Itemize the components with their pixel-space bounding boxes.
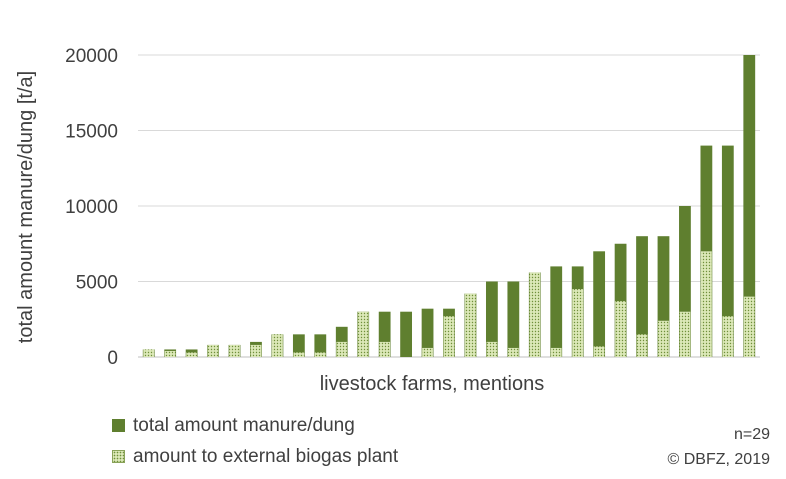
bar-biogas-amount <box>379 341 391 357</box>
bar-biogas-amount <box>679 311 691 357</box>
bar-biogas-amount <box>615 301 626 357</box>
y-tick-labels: 0 5000 10000 15000 20000 <box>65 46 118 369</box>
bar-total-amount <box>400 311 413 357</box>
bar-total-amount <box>550 266 563 357</box>
bar-biogas-amount <box>465 293 476 357</box>
bar-total-amount <box>421 308 434 357</box>
y-tick-label: 0 <box>107 348 118 369</box>
bar-total-amount <box>679 206 691 357</box>
bar-biogas-amount <box>529 272 541 357</box>
bar-biogas-amount <box>422 347 433 357</box>
bar-total-amount <box>721 145 734 357</box>
bar-biogas-amount <box>593 346 605 357</box>
legend-item-total: total amount manure/dung <box>112 410 398 441</box>
legend-label-total: total amount manure/dung <box>133 414 355 436</box>
bar-total-amount <box>292 334 305 357</box>
bar-biogas-amount <box>722 316 734 357</box>
bar-total-amount <box>614 243 627 357</box>
copyright-note: © DBFZ, 2019 <box>667 451 771 468</box>
sample-size-note: n=29 <box>733 426 770 443</box>
bar-biogas-amount <box>572 289 584 357</box>
bar-biogas-amount <box>486 341 498 357</box>
legend-swatch-total <box>112 419 125 432</box>
bar-total-amount <box>593 251 606 357</box>
y-axis-title: total amount manure/dung [t/a] <box>15 71 37 343</box>
bar-biogas-amount <box>293 352 305 357</box>
bar-biogas-amount <box>314 352 326 357</box>
bar-biogas-amount <box>164 350 176 357</box>
bar-biogas-amount <box>186 352 198 357</box>
bar-total-amount <box>485 281 498 357</box>
bar-total-amount <box>507 281 520 357</box>
bars <box>142 55 756 357</box>
bar-biogas-amount <box>207 344 219 357</box>
y-tick-label: 15000 <box>65 122 118 143</box>
bar-biogas-amount <box>658 320 669 357</box>
bar-total-amount <box>314 334 327 357</box>
bar-biogas-amount <box>507 347 519 357</box>
y-tick-label: 10000 <box>65 197 118 218</box>
bar-biogas-amount <box>743 296 755 357</box>
bar-total-amount <box>743 55 756 357</box>
bar-biogas-amount <box>229 344 240 357</box>
bar-biogas-amount <box>250 344 262 357</box>
bar-biogas-amount <box>336 341 348 357</box>
bar-biogas-amount <box>550 347 562 357</box>
bar-total-amount <box>378 311 391 357</box>
bar-biogas-amount <box>636 334 648 357</box>
legend-item-biogas: amount to external biogas plant <box>112 441 398 472</box>
bar-biogas-amount <box>357 311 369 357</box>
legend-label-biogas: amount to external biogas plant <box>133 445 399 467</box>
y-tick-label: 5000 <box>76 273 118 294</box>
legend-swatch-biogas <box>112 450 125 463</box>
x-axis-title: livestock farms, mentions <box>320 373 545 395</box>
bar-biogas-amount <box>143 349 155 357</box>
bar-biogas-amount <box>700 251 712 357</box>
bar-total-amount <box>636 236 648 357</box>
legend: total amount manure/dung amount to exter… <box>112 410 398 472</box>
bar-biogas-amount <box>443 316 455 357</box>
bar-biogas-amount <box>272 334 283 357</box>
y-tick-label: 20000 <box>65 46 118 67</box>
bar-total-amount <box>657 236 670 357</box>
